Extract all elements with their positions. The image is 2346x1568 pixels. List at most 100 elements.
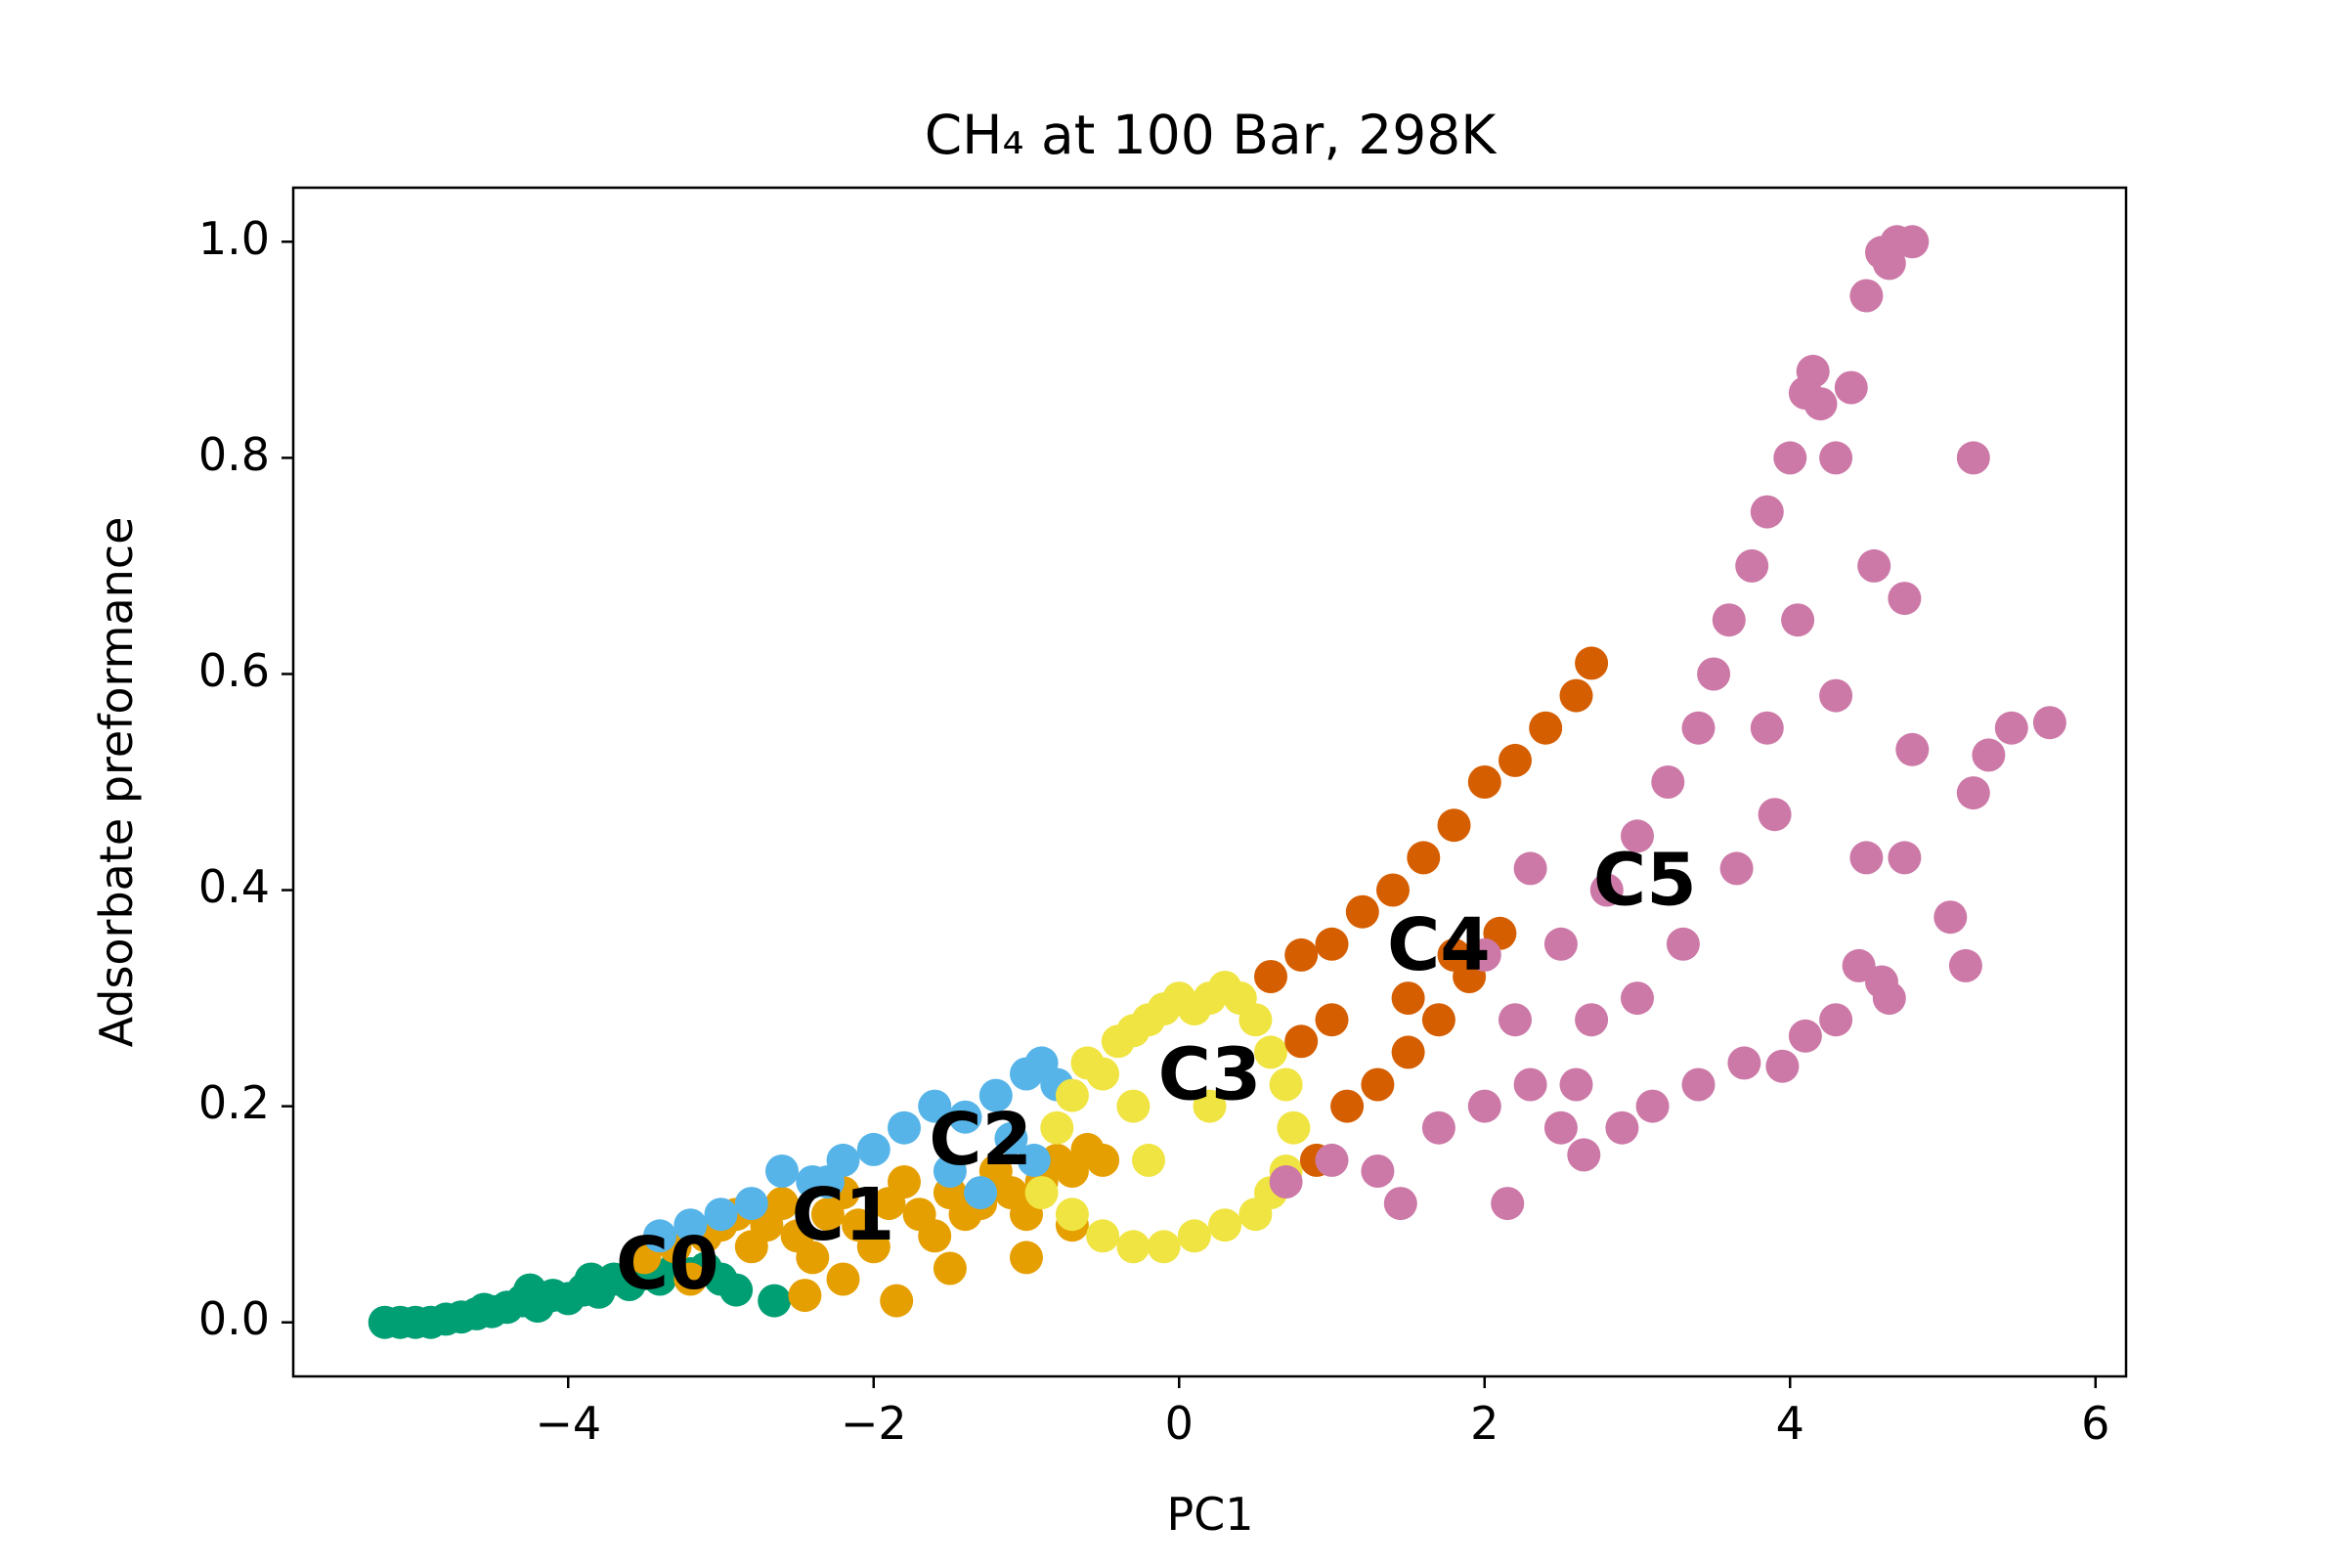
- x-tick-label: 0: [1165, 1397, 1194, 1450]
- series-C4: [1254, 646, 1609, 1177]
- data-point: [1651, 765, 1685, 799]
- data-point: [1849, 841, 1884, 875]
- data-point: [1712, 603, 1746, 637]
- plot-area-frame: [291, 186, 2128, 1378]
- data-point: [1765, 1049, 1800, 1083]
- data-point: [1956, 441, 1990, 475]
- data-point: [467, 1292, 501, 1327]
- data-point: [1116, 1089, 1151, 1123]
- y-tick-label: 0.2: [198, 1076, 270, 1129]
- data-point: [758, 1284, 792, 1318]
- data-point: [948, 1100, 982, 1134]
- data-point: [1238, 1003, 1273, 1037]
- data-point: [1567, 1138, 1601, 1172]
- data-point: [1681, 711, 1716, 745]
- data-point: [1819, 1003, 1853, 1037]
- data-point: [994, 1121, 1028, 1155]
- data-point: [1819, 678, 1853, 713]
- data-point: [1666, 927, 1700, 961]
- data-point: [1376, 873, 1410, 907]
- data-point: [574, 1262, 608, 1296]
- data-point: [788, 1279, 822, 1313]
- cluster-label-C1: C1: [792, 1173, 895, 1257]
- data-point: [1513, 851, 1547, 886]
- data-point: [1086, 1219, 1120, 1253]
- points-layer: [368, 225, 2066, 1339]
- data-point: [1849, 279, 1884, 313]
- data-point: [1895, 732, 1930, 766]
- data-point: [1315, 1003, 1349, 1037]
- series-C0: [368, 1251, 792, 1339]
- cluster-label-C4: C4: [1387, 903, 1491, 987]
- data-point: [673, 1262, 708, 1296]
- data-point: [1589, 873, 1624, 907]
- data-point: [1635, 1089, 1670, 1123]
- series-C3: [1024, 971, 1311, 1264]
- data-point: [933, 1251, 967, 1285]
- data-point: [1437, 937, 1471, 972]
- data-point: [1735, 548, 1769, 583]
- data-point: [933, 1154, 967, 1188]
- y-tick-label: 0.4: [198, 860, 270, 913]
- data-point: [1277, 1111, 1311, 1145]
- data-point: [1758, 798, 1792, 832]
- x-axis-label: PC1: [1166, 1488, 1253, 1541]
- data-point: [719, 1273, 754, 1307]
- data-point: [1681, 1067, 1716, 1102]
- y-tick-label: 1.0: [198, 212, 270, 265]
- data-point: [826, 1262, 860, 1296]
- data-point: [1857, 548, 1891, 583]
- x-tick-label: 2: [1470, 1397, 1499, 1450]
- data-point: [1697, 657, 1731, 691]
- data-point: [1575, 1003, 1609, 1037]
- data-point: [1147, 1230, 1181, 1264]
- data-point: [1330, 1089, 1365, 1123]
- y-tick-label: 0.0: [198, 1292, 270, 1345]
- data-point: [1499, 1003, 1532, 1037]
- data-point: [1467, 937, 1501, 972]
- series-C5: [1269, 225, 2066, 1221]
- data-point: [1437, 808, 1471, 843]
- data-point: [1361, 1154, 1395, 1188]
- data-point: [888, 1111, 921, 1145]
- y-tick-label: 0.8: [198, 428, 270, 481]
- data-point: [1361, 1067, 1395, 1102]
- data-point: [1513, 1067, 1547, 1102]
- data-point: [1467, 765, 1501, 799]
- data-point: [1788, 1019, 1822, 1053]
- data-point: [888, 1165, 921, 1198]
- data-point: [643, 1219, 676, 1253]
- data-point: [1842, 948, 1876, 982]
- data-point: [1254, 960, 1287, 993]
- data-point: [734, 1187, 768, 1221]
- data-point: [765, 1187, 799, 1221]
- data-point: [1269, 1067, 1303, 1102]
- data-point: [1269, 1165, 1303, 1198]
- data-point: [1407, 841, 1441, 875]
- data-point: [1933, 900, 1968, 935]
- data-point: [1132, 1143, 1165, 1177]
- data-point: [1719, 851, 1754, 886]
- data-point: [1796, 354, 1830, 388]
- data-point: [1383, 1187, 1417, 1221]
- data-point: [1773, 441, 1807, 475]
- x-tick-label: 4: [1776, 1397, 1804, 1450]
- data-point: [1391, 981, 1425, 1016]
- data-point: [1605, 1111, 1639, 1145]
- data-point: [1116, 1230, 1151, 1264]
- data-point: [1895, 225, 1930, 259]
- data-point: [1315, 927, 1349, 961]
- data-point: [1238, 1198, 1273, 1232]
- data-point: [1781, 603, 1815, 637]
- data-point: [856, 1132, 891, 1166]
- data-point: [673, 1208, 708, 1242]
- data-point: [1193, 1089, 1227, 1123]
- y-axis: 0.0 0.2 0.4 0.6 0.8 1.0: [198, 212, 293, 1345]
- data-point: [1499, 743, 1532, 777]
- y-axis-label: Adsorbate preformance: [90, 517, 143, 1048]
- data-point: [1543, 1111, 1578, 1145]
- data-point: [1421, 1111, 1455, 1145]
